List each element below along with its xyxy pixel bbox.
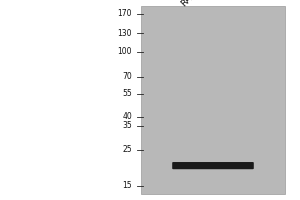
Text: 70: 70: [122, 72, 132, 81]
Text: 130: 130: [118, 29, 132, 38]
Text: RAT-HEART: RAT-HEART: [180, 0, 220, 8]
Text: 35: 35: [122, 121, 132, 130]
Text: 100: 100: [118, 47, 132, 56]
Text: 40: 40: [122, 112, 132, 121]
Text: 25: 25: [122, 145, 132, 154]
FancyBboxPatch shape: [172, 162, 254, 169]
Text: 55: 55: [122, 89, 132, 98]
Text: 15: 15: [122, 182, 132, 190]
Text: 170: 170: [118, 9, 132, 19]
Bar: [141, 6, 285, 194]
